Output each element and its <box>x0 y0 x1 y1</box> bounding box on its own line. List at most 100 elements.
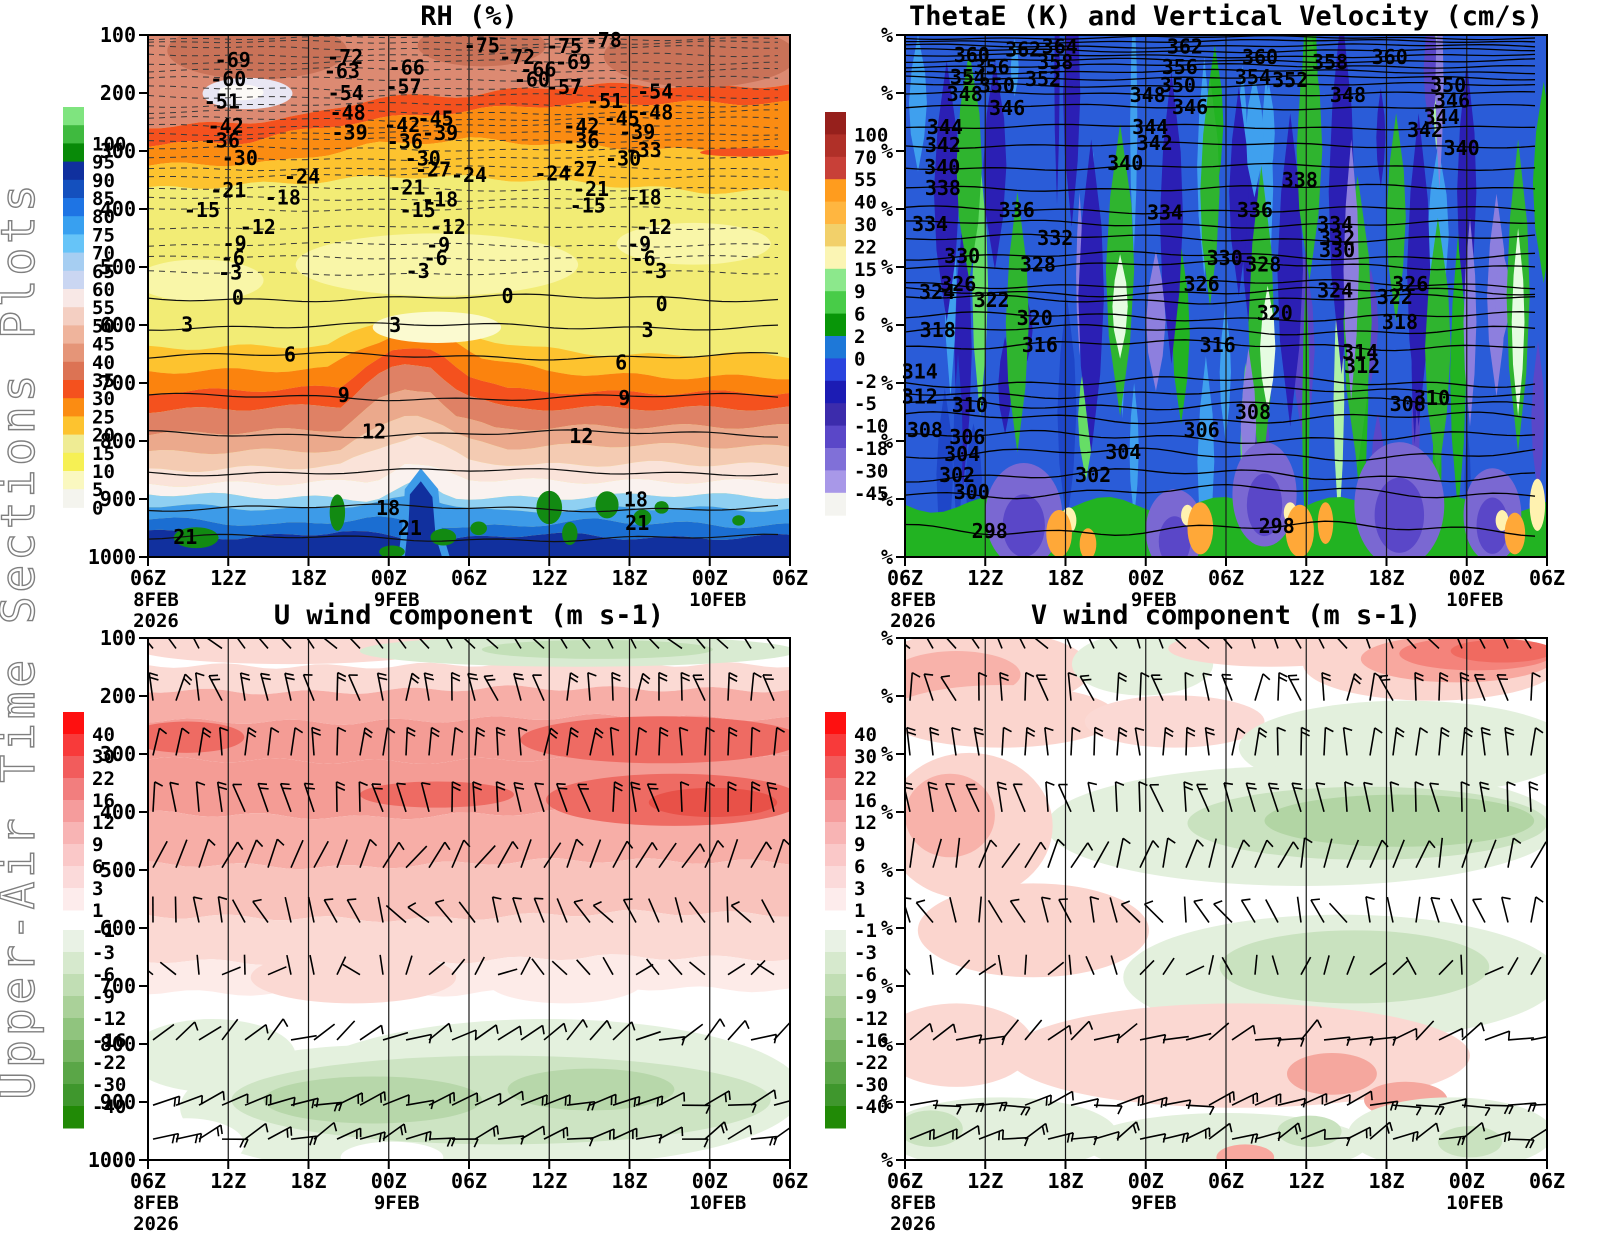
wind-barb-tick <box>1322 676 1332 682</box>
wind-barb <box>152 728 161 756</box>
contour-line <box>905 47 1536 54</box>
wind-barb-tick <box>311 1099 315 1109</box>
contour-label: 0 <box>232 286 244 310</box>
wind-barb-tick <box>333 1102 339 1112</box>
wind-barb-tick <box>472 781 482 786</box>
colorbar-label: -9 <box>854 986 877 1008</box>
wind-barb <box>397 638 407 649</box>
wind-barb <box>302 674 315 701</box>
shading-blob <box>905 1003 1034 1087</box>
wind-barb-tick <box>1292 841 1300 850</box>
y-axis-label: % <box>881 429 893 453</box>
wind-barb-tick <box>1185 1132 1190 1143</box>
wind-barb-tick <box>728 726 738 733</box>
wind-barb-tick <box>569 731 579 738</box>
x-axis-label: 12Z <box>1288 1169 1324 1193</box>
wind-barb <box>1438 837 1444 868</box>
wind-barb <box>1001 842 1021 869</box>
colorbar-label: 85 <box>92 188 115 210</box>
y-axis-label: 300 <box>100 139 136 163</box>
wind-barb <box>1162 1035 1189 1041</box>
x-axis-label: 06Z <box>772 566 808 590</box>
wind-barb <box>1450 898 1463 923</box>
streak <box>1057 296 1077 527</box>
wind-barb <box>1484 1030 1510 1041</box>
wind-barb <box>336 672 339 701</box>
contour-label: -51 <box>204 89 240 113</box>
wind-barb-tick <box>658 676 668 682</box>
wind-barb-tick <box>378 676 388 681</box>
wind-barb-tick <box>431 726 440 733</box>
wind-barb-tick <box>216 1127 220 1137</box>
streak <box>1435 35 1444 191</box>
wind-barb-tick <box>906 726 916 732</box>
contour-label: -15 <box>184 198 220 222</box>
wind-barb-tick <box>1223 677 1233 681</box>
wind-barb <box>635 963 654 976</box>
wind-barb <box>420 782 430 813</box>
wind-barb-tick <box>997 781 1007 786</box>
wind-barb-tick <box>378 1133 382 1143</box>
colorbar-label: 20 <box>92 425 115 447</box>
contour-label: -60 <box>514 67 550 91</box>
wind-barb <box>336 1020 356 1041</box>
colorbar-segment <box>825 756 846 779</box>
wind-barb-tick <box>751 785 761 792</box>
wind-barb <box>1429 783 1440 813</box>
wind-barb-tick <box>586 1102 592 1112</box>
shading-blob <box>520 716 790 764</box>
wind-barb <box>152 1023 175 1041</box>
x-axis-label: 00Z <box>692 566 728 590</box>
contour-label: -45 <box>604 107 640 131</box>
colorbar-label: -30 <box>854 1074 888 1096</box>
colorbar-segment <box>825 246 846 270</box>
wind-barb-tick <box>363 731 373 739</box>
colorbar-segment <box>63 416 84 436</box>
wind-barb-tick <box>1262 673 1271 681</box>
wind-barb-tick <box>728 731 738 737</box>
wind-barb <box>374 638 384 649</box>
wind-barb <box>658 842 677 869</box>
contour-label: -39 <box>332 121 368 145</box>
contour-line <box>905 286 1536 298</box>
wind-barb-tick <box>473 785 483 791</box>
wind-barb <box>1530 896 1537 923</box>
wind-barb <box>1277 1097 1306 1106</box>
wind-barb <box>267 966 287 976</box>
wind-barbs-v <box>905 638 1547 1149</box>
wind-barb-tick <box>515 786 525 790</box>
wind-barb <box>704 1018 721 1041</box>
colorbar-label: -30 <box>92 1074 126 1096</box>
colorbar: 1009590858075706560555045403530252015105… <box>63 107 126 519</box>
wind-barb-tick <box>951 726 961 732</box>
wind-barb-tick <box>534 782 544 786</box>
colorbar-segment <box>63 489 84 508</box>
wind-barb-tick <box>1434 1106 1441 1116</box>
y-axis-label: % <box>881 81 893 105</box>
wind-barb-tick <box>689 627 698 629</box>
wind-barb-tick <box>1258 731 1267 738</box>
contour-label: -42 <box>563 114 599 138</box>
wind-barb-tick <box>1237 727 1246 735</box>
contour-label: 328 <box>1245 253 1281 277</box>
shading-blob <box>295 233 579 296</box>
colorbar-label: -40 <box>92 1096 126 1118</box>
wind-barb-tick <box>1381 839 1389 848</box>
wind-barb <box>543 842 562 869</box>
colorbar-label: 1 <box>854 900 865 922</box>
wind-barb-tick <box>410 677 419 684</box>
wind-barb-tick <box>421 781 431 786</box>
contour-label: 352 <box>1025 67 1061 91</box>
wind-barb-tick <box>1121 900 1131 906</box>
wind-barb-tick <box>641 677 650 685</box>
wind-barb-tick <box>284 672 294 676</box>
wind-barb-tick <box>1484 1107 1491 1117</box>
wind-barb <box>765 638 775 649</box>
wind-barb-tick <box>1058 898 1068 901</box>
wind-barb-tick <box>541 1096 544 1106</box>
wind-barb-tick <box>1325 726 1334 733</box>
y-axis-label: 200 <box>100 81 136 105</box>
colorbar-label: 3 <box>92 878 103 900</box>
wind-barb <box>606 638 614 649</box>
